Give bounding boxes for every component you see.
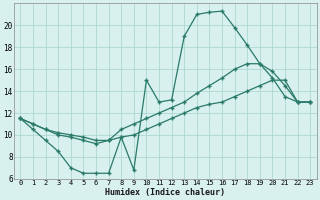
- X-axis label: Humidex (Indice chaleur): Humidex (Indice chaleur): [105, 188, 225, 197]
